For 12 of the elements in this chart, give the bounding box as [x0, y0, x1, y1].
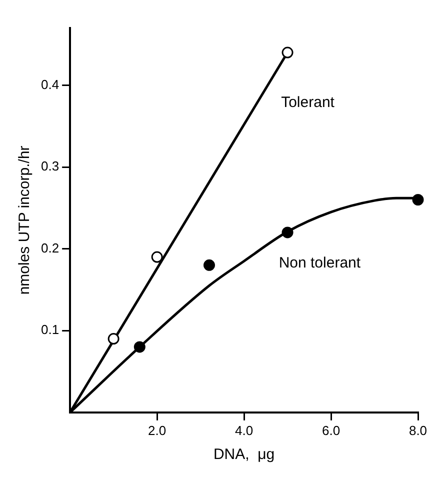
series-label: Non tolerant — [278, 254, 362, 272]
x-tick-label: 4.0 — [234, 422, 254, 438]
x-axis-title: DNA, μg — [213, 446, 275, 464]
y-tick-label: 0.2 — [40, 240, 60, 256]
x-tick-label: 8.0 — [408, 422, 428, 438]
y-axis-title: nmoles UTP incorp./hr — [16, 146, 34, 295]
y-tick-label: 0.4 — [40, 76, 60, 92]
y-tick-label: 0.1 — [40, 322, 60, 338]
x-tick-label: 2.0 — [148, 422, 166, 438]
y-tick-label: 0.3 — [40, 158, 60, 174]
series-label: Tolerant — [281, 94, 336, 112]
x-tick-label: 6.0 — [322, 422, 340, 438]
